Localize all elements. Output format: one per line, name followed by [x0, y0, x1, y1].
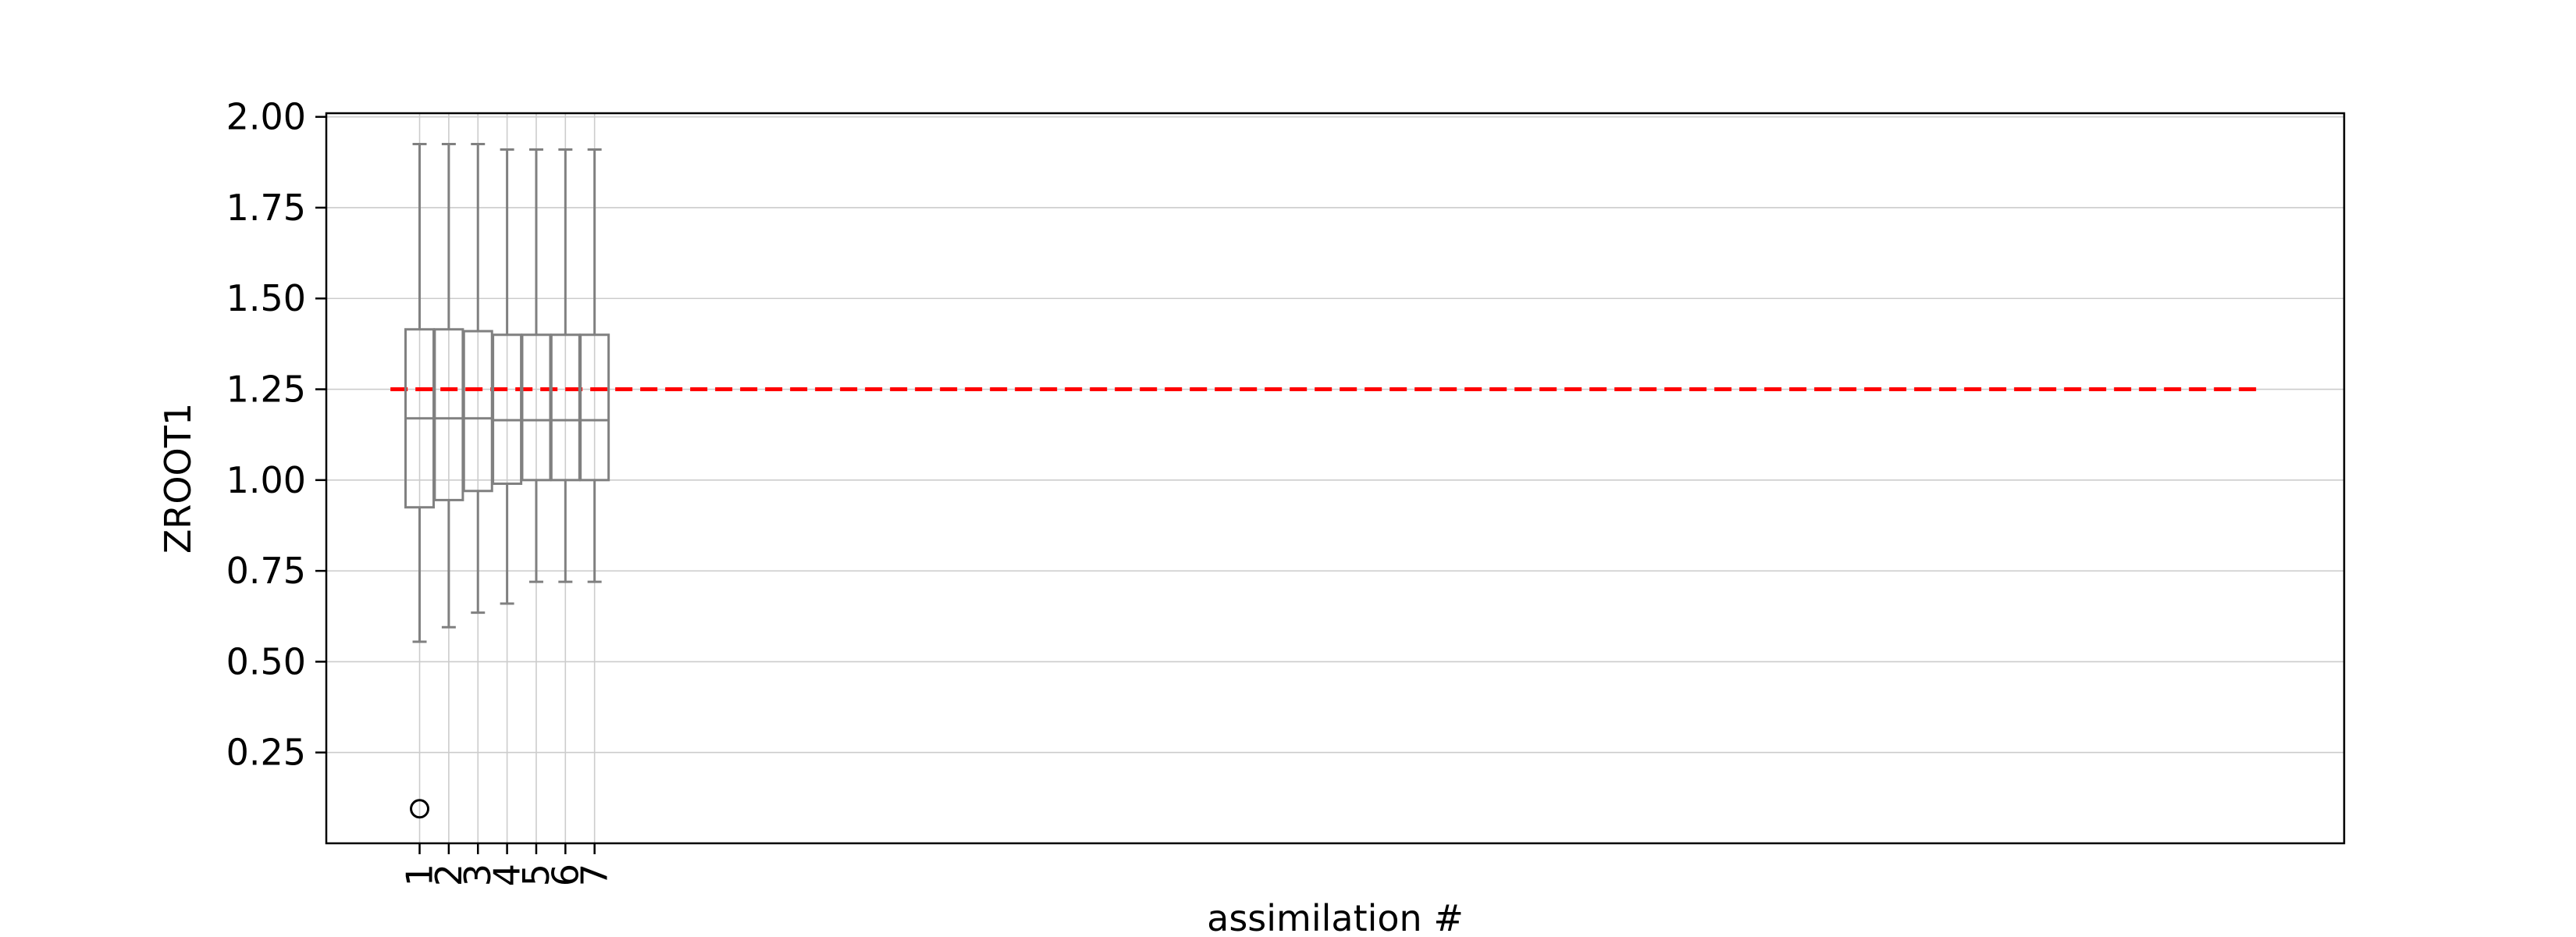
- x-tick-label: 5: [515, 864, 557, 886]
- y-tick-label: 0.25: [226, 732, 306, 774]
- box-5: [521, 148, 552, 583]
- boxes-group: [404, 143, 610, 819]
- outlier-point: [410, 799, 430, 819]
- y-tick-label: 0.50: [226, 640, 306, 682]
- plot-frame: [325, 112, 2346, 845]
- x-tick-label: 2: [428, 864, 470, 886]
- box-7: [579, 148, 610, 583]
- x-tick-label: 7: [574, 864, 616, 886]
- y-tick-label: 1.50: [226, 277, 306, 319]
- x-axis-label: assimilation #: [1207, 897, 1464, 937]
- x-tick-label: 3: [457, 864, 499, 886]
- x-tick-label: 1: [399, 864, 441, 886]
- y-axis-label: ZROOT1: [157, 403, 199, 554]
- y-tick-label: 1.00: [226, 459, 306, 501]
- y-axis-ticks: 0.25 0.50 0.75 1.00 1.25 1.50 1.75 2.00: [226, 96, 326, 774]
- y-tick-label: 0.75: [226, 550, 306, 592]
- y-tick-label: 1.75: [226, 187, 306, 229]
- x-tick-label: 4: [486, 864, 528, 886]
- box-body: [579, 333, 610, 482]
- y-tick-label: 1.25: [226, 369, 306, 411]
- x-tick-label: 6: [544, 864, 586, 886]
- grid-lines: [326, 113, 2344, 843]
- y-tick-label: 2.00: [226, 96, 306, 138]
